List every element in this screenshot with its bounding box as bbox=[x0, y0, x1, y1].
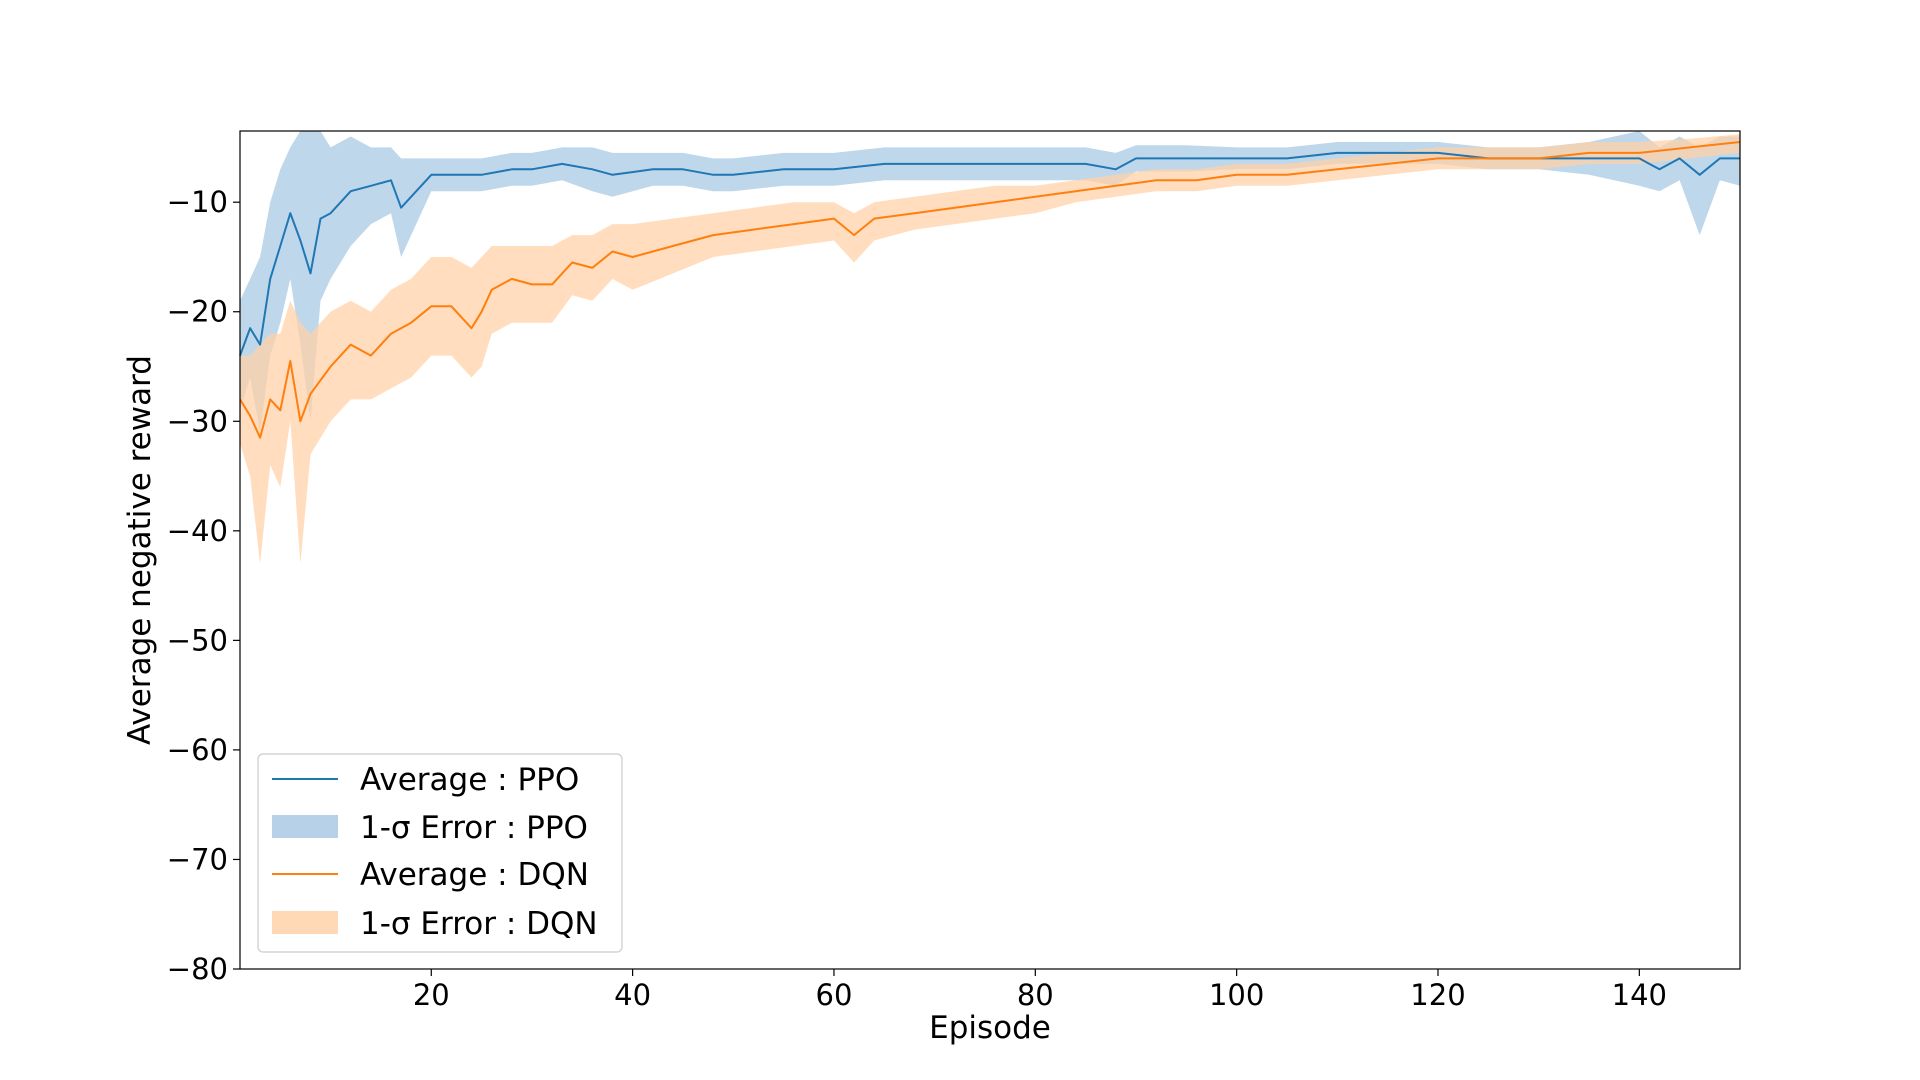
legend-label-ppo-average: Average : PPO bbox=[360, 762, 579, 798]
y-axis-label: Average negative reward bbox=[122, 355, 158, 745]
y-tick-label: −10 bbox=[167, 185, 228, 219]
plot-frame bbox=[239, 130, 1741, 970]
x-tick-label: 20 bbox=[413, 978, 450, 1012]
x-tick-label: 40 bbox=[614, 978, 651, 1012]
series-lines bbox=[239, 141, 1741, 439]
legend-frame bbox=[257, 753, 623, 953]
x-tick-label: 120 bbox=[1410, 978, 1465, 1012]
y-tick-label: −20 bbox=[167, 295, 228, 329]
legend-label-dqn-average: Average : DQN bbox=[360, 857, 589, 893]
legend-swatch-ppo-band bbox=[272, 815, 338, 838]
y-tick-label: −30 bbox=[167, 404, 228, 438]
legend-label-dqn-band: 1-σ Error : DQN bbox=[360, 906, 598, 942]
legend-label-ppo-band: 1-σ Error : PPO bbox=[360, 810, 588, 846]
y-axis: −80 −70 −60 −50 −40 −30 −20 −10 bbox=[167, 185, 240, 986]
x-tick-label: 140 bbox=[1612, 978, 1667, 1012]
y-tick-label: −60 bbox=[167, 733, 228, 767]
band-dqn bbox=[240, 134, 1740, 564]
x-tick-label: 60 bbox=[816, 978, 853, 1012]
error-bands bbox=[240, 131, 1740, 564]
y-tick-label: −40 bbox=[167, 514, 228, 548]
x-tick-label: 100 bbox=[1209, 978, 1264, 1012]
x-tick-label: 80 bbox=[1017, 978, 1054, 1012]
x-axis-label: Episode bbox=[929, 1010, 1051, 1046]
y-tick-label: −50 bbox=[167, 623, 228, 657]
x-axis: 20 40 60 80 100 120 140 bbox=[413, 969, 1667, 1012]
series-line-dqn bbox=[239, 141, 1741, 439]
legend: Average : PPO 1-σ Error : PPO Average : … bbox=[257, 753, 623, 953]
y-tick-label: −80 bbox=[167, 952, 228, 986]
legend-swatch-dqn-band bbox=[272, 911, 338, 934]
y-tick-label: −70 bbox=[167, 842, 228, 876]
